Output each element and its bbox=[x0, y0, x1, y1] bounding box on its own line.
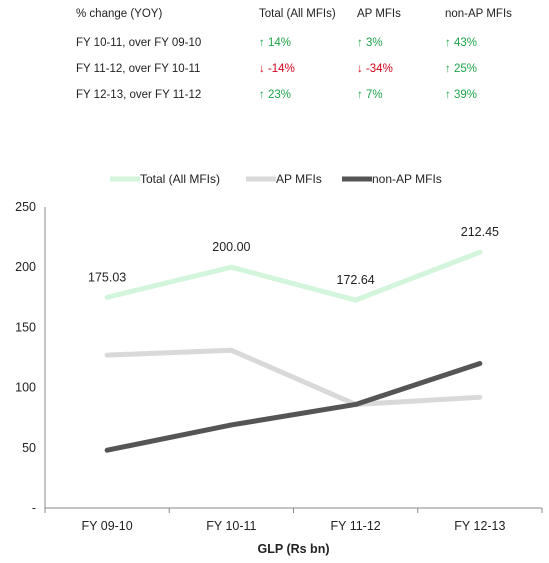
table-row-label: FY 11-12, over FY 10-11 bbox=[76, 63, 201, 75]
data-label: 172.64 bbox=[337, 273, 375, 287]
table-change-cell: ↑ 43% bbox=[445, 37, 477, 49]
table-header-cell: Total (All MFIs) bbox=[259, 8, 336, 20]
x-tick-label: FY 09-10 bbox=[82, 519, 133, 533]
data-label: 175.03 bbox=[88, 270, 126, 284]
table-row-label: FY 12-13, over FY 11-12 bbox=[76, 89, 202, 101]
table-change-cell: ↑ 23% bbox=[259, 89, 291, 101]
legend-label: Total (All MFIs) bbox=[140, 172, 220, 186]
table-header-cell: % change (YOY) bbox=[76, 8, 163, 20]
legend-label: AP MFIs bbox=[276, 172, 322, 186]
y-tick-label: 250 bbox=[15, 200, 36, 214]
x-tick-label: FY 12-13 bbox=[454, 519, 505, 533]
series-line-0 bbox=[104, 249, 483, 303]
table-row-label: FY 10-11, over FY 09-10 bbox=[76, 37, 202, 49]
y-tick-label: - bbox=[32, 501, 36, 515]
x-axis-title: GLP (Rs bn) bbox=[258, 542, 330, 556]
y-tick-label: 200 bbox=[15, 260, 36, 274]
table-header-cell: AP MFIs bbox=[357, 8, 401, 20]
table-change-cell: ↑ 25% bbox=[445, 63, 477, 75]
x-tick-label: FY 11-12 bbox=[330, 519, 380, 533]
table-change-cell: ↓ -34% bbox=[357, 63, 393, 75]
x-tick-label: FY 10-11 bbox=[206, 519, 256, 533]
data-label: 212.45 bbox=[461, 225, 499, 239]
table-change-cell: ↑ 39% bbox=[445, 89, 477, 101]
data-label: 200.00 bbox=[212, 240, 250, 254]
table-header-cell: non-AP MFIs bbox=[445, 8, 512, 20]
y-tick-label: 100 bbox=[15, 381, 36, 395]
table-change-cell: ↑ 14% bbox=[259, 37, 291, 49]
table-change-cell: ↓ -14% bbox=[259, 63, 295, 75]
series-line-1 bbox=[104, 347, 483, 407]
y-tick-label: 50 bbox=[22, 441, 36, 455]
y-tick-label: 150 bbox=[15, 320, 36, 334]
legend-label: non-AP MFIs bbox=[372, 172, 442, 186]
table-change-cell: ↑ 7% bbox=[357, 89, 383, 101]
series-line-2 bbox=[104, 361, 483, 453]
table-change-cell: ↑ 3% bbox=[357, 37, 383, 49]
